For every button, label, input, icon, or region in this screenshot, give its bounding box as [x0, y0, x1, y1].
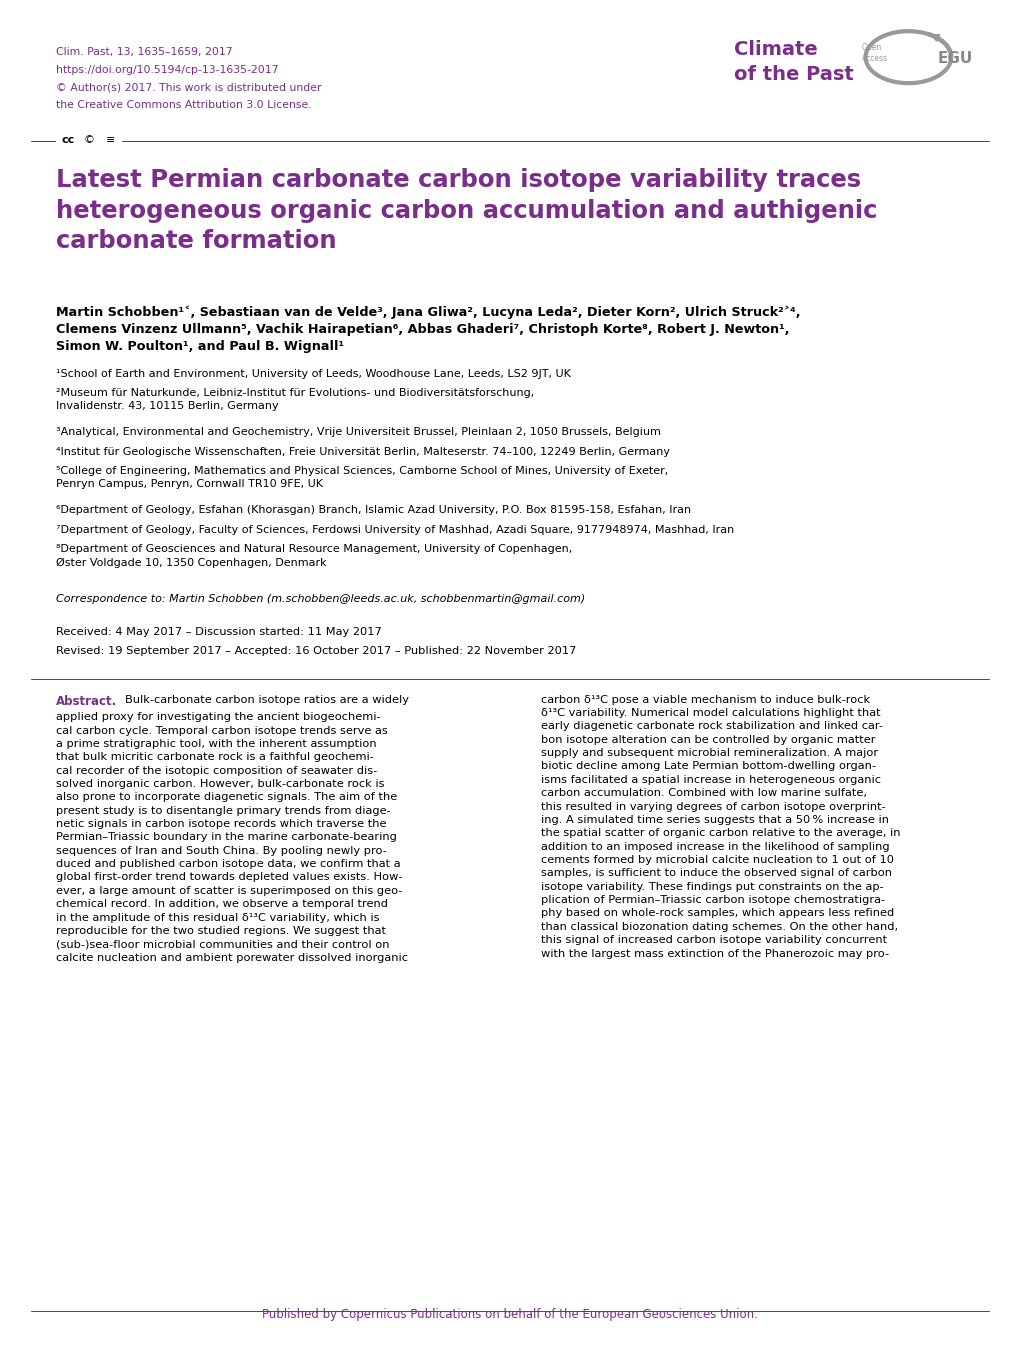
Text: cc: cc: [61, 134, 74, 145]
Text: of the Past: of the Past: [734, 65, 853, 83]
Text: Received: 4 May 2017 – Discussion started: 11 May 2017: Received: 4 May 2017 – Discussion starte…: [56, 627, 381, 638]
Text: ⁵College of Engineering, Mathematics and Physical Sciences, Camborne School of M: ⁵College of Engineering, Mathematics and…: [56, 465, 667, 490]
Text: © Author(s) 2017. This work is distributed under: © Author(s) 2017. This work is distribut…: [56, 82, 321, 91]
Text: Climate: Climate: [734, 40, 817, 59]
Text: Simon W. Poulton¹, and Paul B. Wignall¹: Simon W. Poulton¹, and Paul B. Wignall¹: [56, 340, 343, 354]
Text: ⁶Department of Geology, Esfahan (Khorasgan) Branch, Islamic Azad University, P.O: ⁶Department of Geology, Esfahan (Khorasg…: [56, 504, 691, 515]
Text: Correspondence to: Martin Schobben (m.schobben@leeds.ac.uk, schobbenmartin@gmail: Correspondence to: Martin Schobben (m.sc…: [56, 593, 585, 604]
Text: Bulk-carbonate carbon isotope ratios are a widely: Bulk-carbonate carbon isotope ratios are…: [125, 694, 409, 705]
Text: Clim. Past, 13, 1635–1659, 2017: Clim. Past, 13, 1635–1659, 2017: [56, 47, 232, 56]
Text: carbon δ¹³C pose a viable mechanism to induce bulk-rock
δ¹³C variability. Numeri: carbon δ¹³C pose a viable mechanism to i…: [540, 694, 899, 959]
Text: Clemens Vinzenz Ullmann⁵, Vachik Hairapetian⁶, Abbas Ghaderi⁷, Christoph Korte⁸,: Clemens Vinzenz Ullmann⁵, Vachik Hairape…: [56, 323, 789, 336]
FancyBboxPatch shape: [53, 121, 125, 159]
Text: EGU: EGU: [936, 51, 972, 66]
Text: applied proxy for investigating the ancient biogeochemi-
cal carbon cycle. Tempo: applied proxy for investigating the anci…: [56, 712, 408, 963]
Text: ²Museum für Naturkunde, Leibniz-Institut für Evolutions- und Biodiversitätsforsc: ²Museum für Naturkunde, Leibniz-Institut…: [56, 387, 534, 412]
Text: Published by Copernicus Publications on behalf of the European Geosciences Union: Published by Copernicus Publications on …: [262, 1307, 757, 1321]
Text: ⁴Institut für Geologische Wissenschaften, Freie Universität Berlin, Malteserstr.: ⁴Institut für Geologische Wissenschaften…: [56, 447, 669, 456]
Text: Revised: 19 September 2017 – Accepted: 16 October 2017 – Published: 22 November : Revised: 19 September 2017 – Accepted: 1…: [56, 646, 576, 656]
Text: https://doi.org/10.5194/cp-13-1635-2017: https://doi.org/10.5194/cp-13-1635-2017: [56, 65, 278, 74]
Text: ≡: ≡: [106, 134, 115, 145]
Text: ⁸Department of Geosciences and Natural Resource Management, University of Copenh: ⁸Department of Geosciences and Natural R…: [56, 543, 572, 568]
Text: Latest Permian carbonate carbon isotope variability traces
heterogeneous organic: Latest Permian carbonate carbon isotope …: [56, 168, 876, 253]
Text: the Creative Commons Attribution 3.0 License.: the Creative Commons Attribution 3.0 Lic…: [56, 100, 312, 109]
Text: ¹School of Earth and Environment, University of Leeds, Woodhouse Lane, Leeds, LS: ¹School of Earth and Environment, Univer…: [56, 369, 571, 378]
Text: Open
Access: Open Access: [861, 43, 887, 63]
Text: ⁷Department of Geology, Faculty of Sciences, Ferdowsi University of Mashhad, Aza: ⁷Department of Geology, Faculty of Scien…: [56, 525, 734, 534]
Text: Abstract.: Abstract.: [56, 694, 117, 707]
Text: Martin Schobben¹˂, Sebastiaan van de Velde³, Jana Gliwa², Lucyna Leda², Dieter K: Martin Schobben¹˂, Sebastiaan van de Vel…: [56, 305, 800, 319]
Text: ©: ©: [84, 134, 95, 145]
Text: ³Analytical, Environmental and Geochemistry, Vrije Universiteit Brussel, Pleinla: ³Analytical, Environmental and Geochemis…: [56, 428, 660, 437]
